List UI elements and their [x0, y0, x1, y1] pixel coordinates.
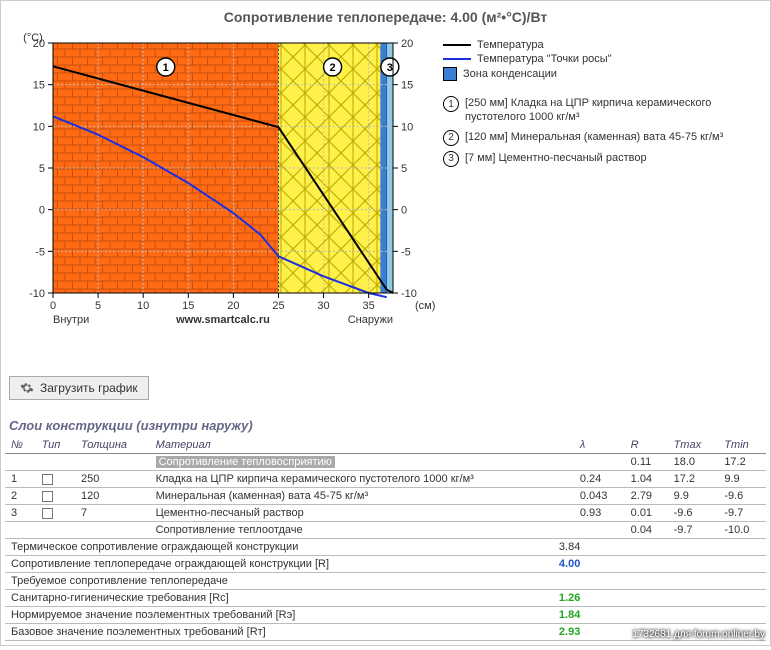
svg-text:-5: -5 — [401, 246, 411, 258]
svg-text:15: 15 — [33, 80, 45, 92]
summary-row: Санитарно-гигиенические требования [Rс]1… — [5, 590, 766, 607]
download-chart-button[interactable]: Загрузить график — [9, 376, 149, 400]
svg-text:20: 20 — [33, 38, 45, 50]
svg-text:Внутри: Внутри — [53, 314, 89, 326]
col-header: Тип — [36, 437, 75, 454]
summary-table: Термическое сопротивление ограждающей ко… — [5, 539, 766, 641]
legend-item: Зона конденсации — [443, 67, 758, 81]
svg-text:5: 5 — [401, 163, 407, 175]
svg-text:0: 0 — [50, 300, 56, 312]
summary-row: Термическое сопротивление ограждающей ко… — [5, 539, 766, 556]
svg-text:10: 10 — [33, 121, 45, 133]
watermark: 1732681 для forum.onliner.by — [632, 629, 765, 640]
col-header: Tmin — [718, 437, 766, 454]
svg-text:2: 2 — [330, 62, 336, 74]
page-title: Сопротивление теплопередаче: 4.00 (м²•°С… — [5, 5, 766, 33]
svg-text:0: 0 — [401, 205, 407, 217]
col-header: Tmax — [668, 437, 719, 454]
summary-row: Сопротивление теплопередаче ограждающей … — [5, 556, 766, 573]
svg-text:5: 5 — [39, 163, 45, 175]
svg-text:1: 1 — [163, 62, 169, 74]
section-heading: Слои конструкции (изнутри наружу) — [5, 410, 766, 437]
legend-layer: 1[250 мм] Кладка на ЦПР кирпича керамиче… — [443, 96, 758, 125]
svg-text:35: 35 — [363, 300, 375, 312]
col-header: Материал — [150, 437, 574, 454]
layer-checkbox[interactable] — [42, 508, 53, 519]
svg-text:30: 30 — [317, 300, 329, 312]
table-row: Сопротивление теплоотдаче0.04-9.7-10.0 — [5, 522, 766, 539]
svg-text:10: 10 — [401, 121, 413, 133]
svg-text:15: 15 — [182, 300, 194, 312]
svg-text:-10: -10 — [29, 288, 45, 300]
card: Сопротивление теплопередаче: 4.00 (м²•°С… — [0, 0, 771, 646]
svg-text:-10: -10 — [401, 288, 417, 300]
svg-text:3: 3 — [387, 62, 393, 74]
col-header: Толщина — [75, 437, 150, 454]
svg-text:20: 20 — [227, 300, 239, 312]
svg-text:5: 5 — [95, 300, 101, 312]
table-row: 37Цементно-песчаный раствор0.930.01-9.6-… — [5, 505, 766, 522]
svg-text:0: 0 — [39, 205, 45, 217]
chart: (°С)-10-10-5-500551010151520200510152025… — [5, 33, 435, 366]
svg-text:Снаружи: Снаружи — [348, 314, 393, 326]
layer-checkbox[interactable] — [42, 491, 53, 502]
table-row: 2120Минеральная (каменная) вата 45-75 кг… — [5, 488, 766, 505]
legend-layer: 2[120 мм] Минеральная (каменная) вата 45… — [443, 130, 758, 146]
table-row: 1250Кладка на ЦПР кирпича керамического … — [5, 471, 766, 488]
svg-text:-5: -5 — [35, 246, 45, 258]
col-header: № — [5, 437, 36, 454]
layers-table: №ТипТолщинаМатериалλRTmaxTmin Сопротивле… — [5, 437, 766, 539]
gear-icon — [20, 381, 34, 395]
svg-text:10: 10 — [137, 300, 149, 312]
col-header: R — [625, 437, 668, 454]
button-label: Загрузить график — [40, 381, 138, 395]
summary-row: Требуемое сопротивление теплопередаче — [5, 573, 766, 590]
svg-text:15: 15 — [401, 80, 413, 92]
layer-checkbox[interactable] — [42, 474, 53, 485]
legend-item: Температура "Точки росы" — [443, 53, 758, 65]
svg-text:www.smartcalc.ru: www.smartcalc.ru — [175, 314, 270, 326]
legend-item: Температура — [443, 39, 758, 51]
summary-row: Нормируемое значение поэлементных требов… — [5, 607, 766, 624]
legend: Температура Температура "Точки росы" Зона … — [435, 33, 766, 176]
svg-text:20: 20 — [401, 38, 413, 50]
svg-text:25: 25 — [272, 300, 284, 312]
table-row: Сопротивление тепловосприятию0.1118.017.… — [5, 454, 766, 471]
svg-text:(см): (см) — [415, 300, 435, 312]
legend-layer: 3[7 мм] Цементно-песчаный раствор — [443, 151, 758, 167]
col-header: λ — [574, 437, 625, 454]
